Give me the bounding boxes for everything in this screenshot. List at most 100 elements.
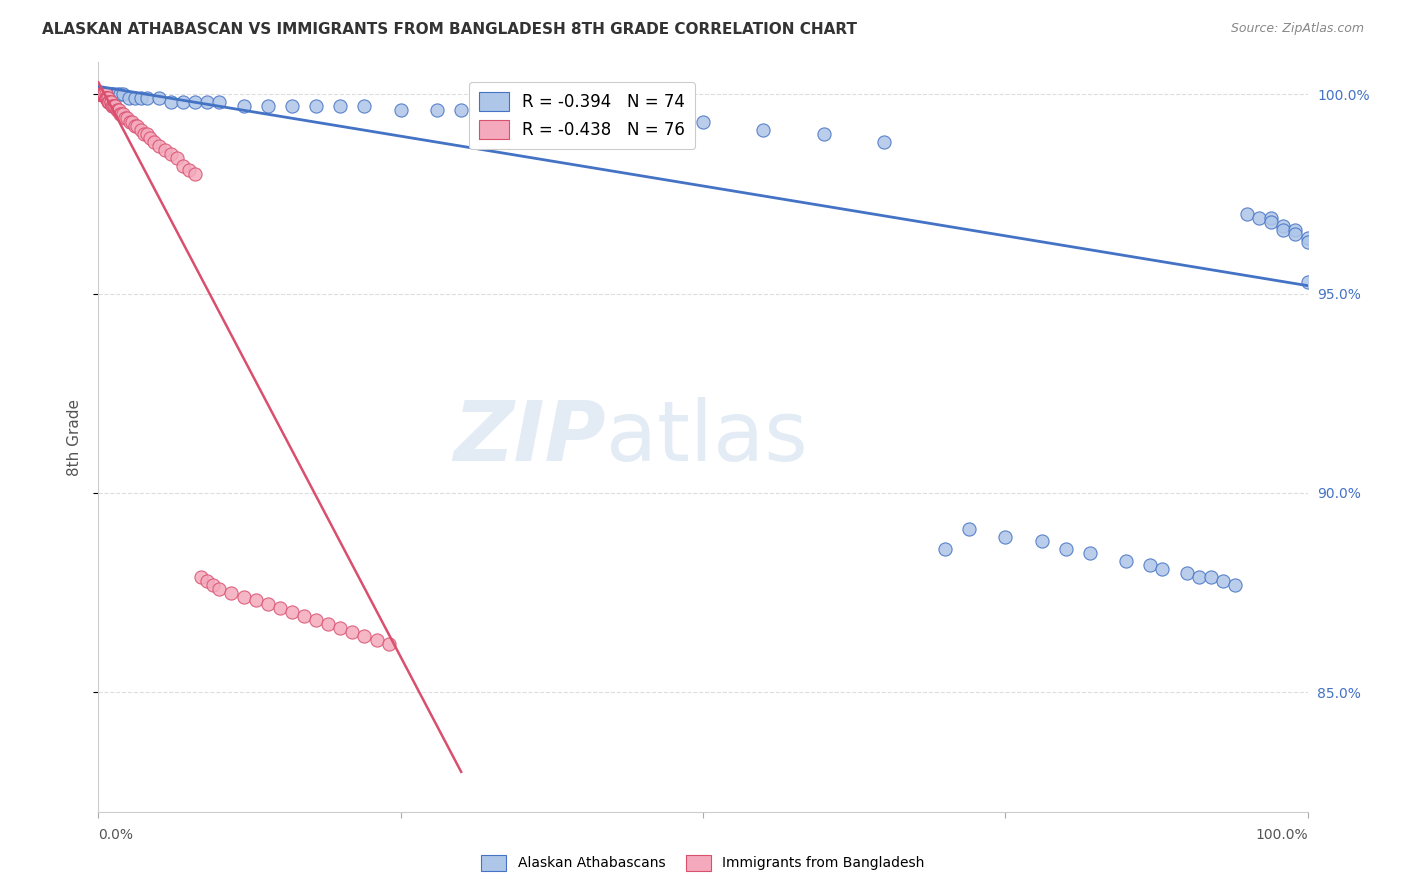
Point: [101, 87, 124, 102]
Point: [103, 99, 125, 113]
Point: [1054, 541, 1077, 556]
Point: [221, 585, 243, 599]
Point: [96, 91, 118, 105]
Point: [957, 522, 980, 536]
Point: [208, 582, 231, 596]
Point: [166, 151, 188, 165]
Point: [90, 87, 112, 102]
Point: [98, 95, 121, 110]
Point: [1296, 235, 1319, 249]
Point: [90, 87, 112, 102]
Point: [134, 127, 156, 141]
Point: [143, 135, 166, 149]
Point: [139, 131, 162, 145]
Point: [571, 107, 593, 121]
Point: [94, 91, 117, 105]
Point: [129, 123, 152, 137]
Point: [148, 91, 170, 105]
Point: [93, 87, 115, 102]
Point: [93, 87, 115, 102]
Point: [873, 135, 896, 149]
Point: [172, 95, 194, 110]
Point: [135, 91, 157, 105]
Point: [96, 87, 118, 102]
Text: ALASKAN ATHABASCAN VS IMMIGRANTS FROM BANGLADESH 8TH GRADE CORRELATION CHART: ALASKAN ATHABASCAN VS IMMIGRANTS FROM BA…: [42, 22, 858, 37]
Point: [1272, 219, 1295, 233]
Point: [389, 103, 412, 118]
Point: [96, 91, 118, 105]
Point: [153, 143, 176, 157]
Point: [93, 87, 115, 102]
Point: [934, 541, 956, 556]
Point: [329, 99, 352, 113]
Point: [111, 87, 134, 102]
Point: [124, 119, 146, 133]
Point: [118, 91, 141, 105]
Point: [97, 91, 120, 105]
Point: [118, 115, 141, 129]
Point: [110, 107, 132, 121]
Point: [172, 159, 194, 173]
Point: [281, 606, 304, 620]
Point: [547, 107, 569, 121]
Point: [91, 87, 114, 102]
Point: [292, 609, 315, 624]
Point: [184, 95, 207, 110]
Point: [1115, 554, 1137, 568]
Point: [91, 87, 114, 102]
Point: [232, 590, 254, 604]
Point: [607, 107, 630, 121]
Point: [692, 115, 714, 129]
Point: [305, 614, 328, 628]
Point: [97, 87, 120, 102]
Point: [91, 87, 114, 102]
Point: [91, 87, 114, 102]
Point: [752, 123, 775, 137]
Point: [190, 569, 212, 583]
Point: [245, 593, 267, 607]
Point: [305, 99, 328, 113]
Point: [1249, 211, 1271, 225]
Point: [269, 601, 291, 615]
Point: [1272, 223, 1295, 237]
Point: [91, 87, 114, 102]
Point: [91, 87, 114, 102]
Point: [121, 115, 143, 129]
Point: [97, 95, 120, 110]
Point: [104, 99, 127, 113]
Point: [329, 621, 352, 635]
Point: [90, 87, 112, 102]
Point: [89, 87, 111, 102]
Point: [94, 91, 117, 105]
Point: [100, 87, 122, 102]
Text: 100.0%: 100.0%: [1256, 828, 1308, 842]
Point: [100, 95, 122, 110]
Point: [91, 87, 114, 102]
Point: [108, 103, 131, 118]
Point: [89, 87, 111, 102]
Point: [353, 629, 375, 643]
Point: [1188, 569, 1211, 583]
Point: [91, 87, 114, 102]
Point: [114, 112, 136, 126]
Point: [256, 99, 278, 113]
Point: [101, 99, 124, 113]
Point: [100, 95, 122, 110]
Point: [98, 95, 121, 110]
Point: [1296, 275, 1319, 289]
Point: [474, 103, 496, 118]
Point: [90, 87, 112, 102]
Point: [1260, 215, 1282, 229]
Point: [195, 95, 218, 110]
Point: [93, 87, 115, 102]
Point: [105, 103, 128, 118]
Point: [89, 87, 111, 102]
Point: [1031, 533, 1053, 548]
Point: [450, 103, 472, 118]
Point: [377, 637, 399, 651]
Point: [100, 87, 122, 102]
Point: [105, 87, 128, 102]
Point: [1199, 569, 1222, 583]
Text: ZIP: ZIP: [454, 397, 606, 477]
Point: [94, 87, 117, 102]
